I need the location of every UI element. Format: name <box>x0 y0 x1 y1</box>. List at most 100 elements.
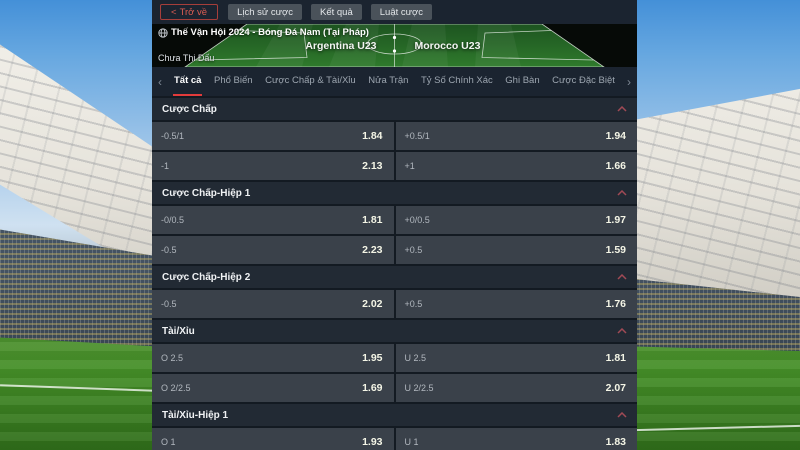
selection-label: -1 <box>161 161 170 171</box>
odds-value: 1.95 <box>362 352 383 364</box>
odds-value: 2.13 <box>362 160 383 172</box>
odds-cell[interactable]: U 2/2.5 2.07 <box>395 374 637 402</box>
selection-label: +1 <box>404 161 415 171</box>
back-button-label: Trở về <box>179 6 208 18</box>
selection-label: U 2/2.5 <box>404 383 434 393</box>
odds-cell[interactable]: U 2.5 1.81 <box>395 344 637 372</box>
odds-value: 1.97 <box>605 214 626 226</box>
selection-label: O 2.5 <box>161 353 184 363</box>
odds-value: 1.81 <box>362 214 383 226</box>
selection-label: U 2.5 <box>404 353 427 363</box>
selection-label: +0/0.5 <box>404 215 430 225</box>
odds-cell[interactable]: O 2.5 1.95 <box>152 344 394 372</box>
odds-value: 2.02 <box>362 298 383 310</box>
competition-title-bar: Thế Vận Hội 2024 - Bóng Đá Nam (Tại Pháp… <box>158 27 369 38</box>
back-button[interactable]: < Trở về <box>160 4 219 20</box>
odds-value: 1.69 <box>362 382 383 394</box>
selection-label: -0.5 <box>161 245 177 255</box>
odds-cell[interactable]: +0.5 1.59 <box>395 236 637 264</box>
selection-label: U 1 <box>404 437 419 447</box>
tab-all[interactable]: Tất cả <box>173 67 203 96</box>
selection-label: -0/0.5 <box>161 215 185 225</box>
tab-handicap-over-under[interactable]: Cược Chấp & Tài/Xỉu <box>265 75 356 86</box>
chevron-up-icon <box>617 328 627 334</box>
market-tabbar: ‹ Tất cả Phổ Biến Cược Chấp & Tài/Xỉu Nửa T… <box>152 67 637 96</box>
odds-row: -0.5 2.23 +0.5 1.59 <box>152 236 637 264</box>
odds-row: -1 2.13 +1 1.66 <box>152 152 637 180</box>
betting-rules-button[interactable]: Luật cược <box>370 4 432 20</box>
section-title: Cược Chấp-Hiệp 2 <box>162 271 251 283</box>
odds-value: 1.81 <box>605 352 626 364</box>
odds-row: O 2/2.5 1.69 U 2/2.5 2.07 <box>152 374 637 402</box>
tab-correct-score[interactable]: Tỷ Số Chính Xác <box>420 75 493 86</box>
odds-value: 1.83 <box>605 436 626 448</box>
odds-cell[interactable]: U 1 1.83 <box>395 428 637 450</box>
selection-label: -0.5/1 <box>161 131 185 141</box>
odds-value: 1.94 <box>605 130 626 142</box>
selection-label: +0.5 <box>404 299 423 309</box>
market-section: Cược Chấp-Hiệp 2 -0.5 2.02 +0.5 1.76 <box>152 266 637 318</box>
away-team-name: Morocco U23 <box>414 40 481 52</box>
odds-row: -0.5 2.02 +0.5 1.76 <box>152 290 637 318</box>
top-toolbar: < Trở về Lịch sử cược Kết quả Luật cược <box>152 0 637 24</box>
selection-label: +0.5 <box>404 245 423 255</box>
odds-value: 2.23 <box>362 244 383 256</box>
market-section-header[interactable]: Cược Chấp-Hiệp 2 <box>152 266 637 288</box>
selection-label: O 2/2.5 <box>161 383 191 393</box>
home-team-name: Argentina U23 <box>305 40 377 52</box>
section-title: Cược Chấp <box>162 103 217 115</box>
odds-row: -0.5/1 1.84 +0.5/1 1.94 <box>152 122 637 150</box>
bet-history-button[interactable]: Lịch sử cược <box>228 4 302 20</box>
odds-row: O 2.5 1.95 U 2.5 1.81 <box>152 344 637 372</box>
odds-cell[interactable]: +0.5/1 1.94 <box>395 122 637 150</box>
odds-cell[interactable]: +0/0.5 1.97 <box>395 206 637 234</box>
market-section-header[interactable]: Tài/Xỉu <box>152 320 637 342</box>
markets-list: Cược Chấp -0.5/1 1.84 +0.5/1 1.94 -1 2.1… <box>152 96 637 450</box>
tab-special-bets[interactable]: Cược Đặc Biệt <box>552 75 615 86</box>
market-section-header[interactable]: Tài/Xỉu-Hiệp 1 <box>152 404 637 426</box>
odds-cell[interactable]: +1 1.66 <box>395 152 637 180</box>
odds-cell[interactable]: -0.5 2.02 <box>152 290 394 318</box>
odds-value: 1.93 <box>362 436 383 448</box>
match-status: Chưa Thi Đấu <box>158 53 215 63</box>
market-section: Cược Chấp -0.5/1 1.84 +0.5/1 1.94 -1 2.1… <box>152 98 637 180</box>
tabs-scroll-left-icon[interactable]: ‹ <box>158 74 162 89</box>
odds-value: 1.66 <box>605 160 626 172</box>
section-title: Tài/Xỉu-Hiệp 1 <box>162 409 229 421</box>
market-section: Tài/Xỉu-Hiệp 1 O 1 1.93 U 1 1.83 <box>152 404 637 450</box>
tab-popular[interactable]: Phổ Biến <box>214 75 253 86</box>
odds-value: 1.84 <box>362 130 383 142</box>
section-title: Cược Chấp-Hiệp 1 <box>162 187 251 199</box>
odds-cell[interactable]: -0.5 2.23 <box>152 236 394 264</box>
football-field-graphic <box>152 24 637 67</box>
odds-row: -0/0.5 1.81 +0/0.5 1.97 <box>152 206 637 234</box>
odds-value: 1.59 <box>605 244 626 256</box>
betting-panel: < Trở về Lịch sử cược Kết quả Luật cược <box>152 0 637 450</box>
tab-goal-scorer[interactable]: Ghi Bàn <box>505 75 540 86</box>
chevron-left-icon: < <box>171 6 177 18</box>
chevron-up-icon <box>617 190 627 196</box>
market-section: Cược Chấp-Hiệp 1 -0/0.5 1.81 +0/0.5 1.97… <box>152 182 637 264</box>
market-section: Tài/Xỉu O 2.5 1.95 U 2.5 1.81 O 2/2.5 1.… <box>152 320 637 402</box>
odds-cell[interactable]: -0.5/1 1.84 <box>152 122 394 150</box>
selection-label: -0.5 <box>161 299 177 309</box>
tabs-scroll-right-icon[interactable]: › <box>627 74 631 89</box>
odds-cell[interactable]: -1 2.13 <box>152 152 394 180</box>
competition-name: Thế Vận Hội 2024 - Bóng Đá Nam (Tại Pháp… <box>171 27 369 38</box>
tab-half[interactable]: Nửa Trận <box>368 75 409 86</box>
odds-cell[interactable]: O 2/2.5 1.69 <box>152 374 394 402</box>
chevron-up-icon <box>617 106 627 112</box>
odds-cell[interactable]: +0.5 1.76 <box>395 290 637 318</box>
match-header: Thế Vận Hội 2024 - Bóng Đá Nam (Tại Pháp… <box>152 24 637 67</box>
market-section-header[interactable]: Cược Chấp <box>152 98 637 120</box>
odds-cell[interactable]: O 1 1.93 <box>152 428 394 450</box>
odds-cell[interactable]: -0/0.5 1.81 <box>152 206 394 234</box>
section-title: Tài/Xỉu <box>162 325 195 337</box>
market-section-header[interactable]: Cược Chấp-Hiệp 1 <box>152 182 637 204</box>
chevron-up-icon <box>617 412 627 418</box>
chevron-up-icon <box>617 274 627 280</box>
odds-value: 2.07 <box>605 382 626 394</box>
results-button[interactable]: Kết quả <box>311 4 362 20</box>
odds-row: O 1 1.93 U 1 1.83 <box>152 428 637 450</box>
